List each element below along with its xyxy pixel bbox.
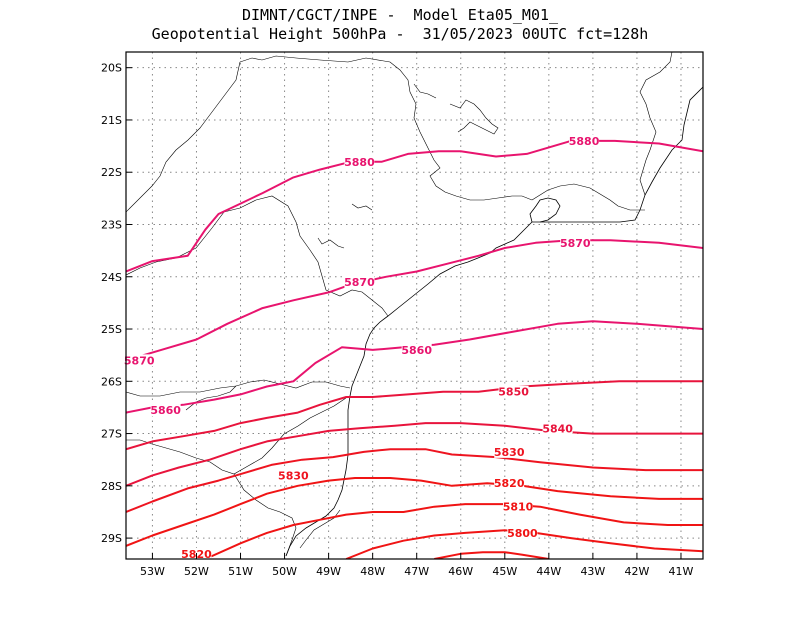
contour-label-bg — [542, 422, 573, 435]
lon-tick-label: 50W — [272, 565, 297, 578]
contour-label-bg — [344, 275, 375, 288]
lat-tick-label: 21S — [101, 114, 122, 127]
contour-label-bg — [401, 343, 432, 356]
lon-tick-label: 47W — [404, 565, 429, 578]
contour-label-bg — [503, 500, 534, 513]
contour-label-bg — [498, 385, 529, 398]
contour-label-bg — [150, 404, 181, 417]
state-border-mg-es — [639, 52, 673, 196]
state-border-pr-sp — [126, 195, 389, 317]
contour-label-5850: 5850 — [498, 386, 529, 399]
contour-label-5870: 5870 — [124, 354, 155, 367]
lat-tick-label: 27S — [101, 428, 122, 441]
contour-label-bg — [124, 354, 155, 367]
contour-5850 — [126, 380, 703, 451]
contour-label-bg — [344, 155, 375, 168]
lat-tick-label: 22S — [101, 166, 122, 179]
contour-label-bg — [507, 526, 538, 539]
lon-tick-label: 45W — [492, 565, 517, 578]
lon-tick-label: 48W — [360, 565, 385, 578]
country-border-rs — [233, 473, 297, 557]
lat-tick-label: 25S — [101, 323, 122, 336]
state-border-sp-ms — [126, 61, 241, 213]
state-border-pr-sc — [126, 379, 351, 397]
lon-tick-label: 49W — [316, 565, 341, 578]
coastline — [285, 86, 703, 557]
reservoir-3 — [317, 237, 345, 249]
contour-label-5860: 5860 — [401, 344, 432, 357]
map-background — [126, 52, 703, 559]
contour-label-5870: 5870 — [344, 276, 375, 289]
axis-ticks — [126, 67, 682, 559]
graticule — [126, 52, 703, 559]
contour-label-5830: 5830 — [494, 446, 525, 459]
lat-tick-label: 24S — [101, 271, 122, 284]
map-title-line-1: DIMNT/CGCT/INPE - Model Eta05_M01_ — [241, 6, 559, 24]
contour-label-5840: 5840 — [542, 422, 573, 435]
axis-labels: 53W 52W 51W 50W 49W 48W 47W 46W 45W 44W 43W 42W 41W 2… — [101, 62, 694, 578]
contour-label-5810: 5810 — [503, 501, 534, 514]
state-border-mg-rj — [531, 183, 645, 211]
contour-label-5830: 5830 — [278, 469, 309, 482]
contour-5860 — [126, 320, 703, 414]
contour-label-bg — [278, 469, 309, 482]
coastline-bay — [529, 197, 561, 223]
contour-label-5880: 5880 — [569, 135, 600, 148]
reservoir-2 — [351, 203, 373, 211]
lon-tick-label: 43W — [580, 565, 605, 578]
lon-tick-label: 52W — [184, 565, 209, 578]
contour-label-bg — [569, 134, 600, 147]
contour-label-5820: 5820 — [494, 477, 525, 490]
lat-tick-label: 29S — [101, 532, 122, 545]
lon-tick-label: 46W — [448, 565, 473, 578]
contour-5810 — [204, 503, 703, 559]
lon-tick-label: 41W — [669, 565, 694, 578]
map-frame — [125, 51, 704, 560]
lat-tick-label: 28S — [101, 480, 122, 493]
lon-tick-label: 44W — [536, 565, 561, 578]
coastlines-and-borders — [126, 52, 703, 557]
contour-label-bg — [494, 445, 525, 458]
contour-5830 — [126, 448, 703, 513]
contour-5790 — [434, 551, 549, 559]
contour-label-5800: 5800 — [507, 527, 538, 540]
contour-label-5860: 5860 — [150, 404, 181, 417]
state-border-sc-rs — [126, 397, 347, 475]
lat-tick-label: 26S — [101, 375, 122, 388]
contour-label-bg — [494, 477, 525, 490]
lat-tick-label: 23S — [101, 218, 122, 231]
lon-tick-label: 53W — [140, 565, 165, 578]
contour-5800 — [345, 529, 703, 559]
contour-label-5880: 5880 — [344, 156, 375, 169]
lat-tick-label: 20S — [101, 62, 122, 75]
map-title-line-2: Geopotential Height 500hPa - 31/05/2023 … — [151, 25, 649, 43]
reservoir-1 — [449, 99, 499, 135]
reservoir-4 — [413, 83, 437, 99]
contour-label-bg — [560, 236, 591, 249]
lon-tick-label: 51W — [228, 565, 253, 578]
contour-label-5870: 5870 — [560, 237, 591, 250]
lon-tick-label: 42W — [624, 565, 649, 578]
contour-5820 — [126, 477, 703, 547]
state-border-mg-sp — [239, 55, 533, 201]
